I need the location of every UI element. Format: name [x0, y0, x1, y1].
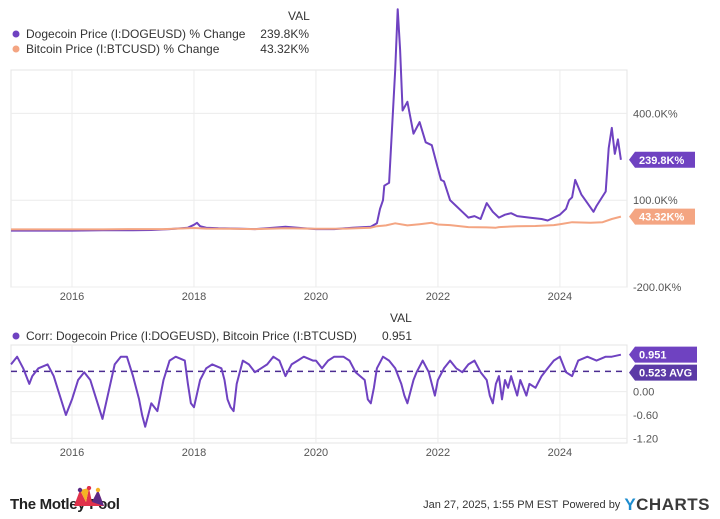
y-tick-label: -0.60: [633, 410, 658, 422]
chart-credit: Jan 27, 2025, 1:55 PM EST Powered by YCH…: [423, 495, 710, 515]
legend-entry: Bitcoin Price (I:BTCUSD) % Change: [26, 42, 220, 56]
series-value-tag: [629, 208, 695, 225]
legend-entry: Dogecoin Price (I:DOGEUSD) % Change: [26, 27, 246, 41]
average-value-tag-label: 0.523 AVG: [639, 368, 692, 380]
x-tick-label: 2016: [60, 447, 84, 459]
series-value-tag-label: 43.32K%: [639, 212, 684, 224]
legend-header: VAL: [288, 9, 310, 23]
x-tick-label: 2024: [548, 291, 572, 303]
x-tick-label: 2018: [182, 447, 206, 459]
series-value-tag: [629, 346, 697, 363]
powered-by-label: Powered by: [562, 499, 621, 511]
series-value-tag: [629, 151, 695, 168]
y-tick-label: 100.0K%: [633, 195, 678, 207]
legend-marker: [12, 30, 20, 38]
x-tick-label: 2020: [304, 291, 328, 303]
x-tick-label: 2022: [426, 447, 450, 459]
average-value-tag: [629, 364, 697, 381]
legend-header: VAL: [390, 311, 412, 325]
legend-value: 0.951: [382, 329, 412, 343]
x-tick-label: 2020: [304, 447, 328, 459]
y-tick-label: 0.00: [633, 387, 654, 399]
chart-canvas: 2016 2018 2020 2022 2024 400.0K% 100.0K% -200.0…: [10, 8, 697, 459]
plot-frame-1: [10, 344, 628, 444]
series-value-tag-label: 0.951: [639, 350, 667, 362]
series-line: [11, 215, 622, 231]
series-value-tag-label: 239.8K%: [639, 155, 684, 167]
motley-fool-logo: The Motley Fool: [10, 496, 120, 513]
x-tick-label: 2024: [548, 447, 572, 459]
y-tick-label: 400.0K%: [633, 108, 678, 120]
y-tick-label: -200.0K%: [633, 282, 682, 294]
ycharts-logo[interactable]: YCHARTS: [624, 495, 710, 514]
y-tick-label: -1.20: [633, 433, 658, 445]
footer: The Motley Fool Jan 27, 2025, 1:55 PM ES…: [0, 486, 720, 519]
legend-value: 43.32K%: [260, 42, 309, 56]
jester-hat-icon: [74, 486, 104, 506]
x-tick-label: 2018: [182, 291, 206, 303]
timestamp: Jan 27, 2025, 1:55 PM EST: [423, 499, 559, 511]
plot-frame-0: [10, 69, 628, 288]
legend-entry: Corr: Dogecoin Price (I:DOGEUSD), Bitcoi…: [26, 329, 357, 343]
x-tick-label: 2022: [426, 291, 450, 303]
legend-value: 239.8K%: [260, 27, 309, 41]
legend-marker: [12, 45, 20, 53]
legend-marker: [12, 332, 20, 340]
x-tick-label: 2016: [60, 291, 84, 303]
series-line: [10, 353, 622, 428]
